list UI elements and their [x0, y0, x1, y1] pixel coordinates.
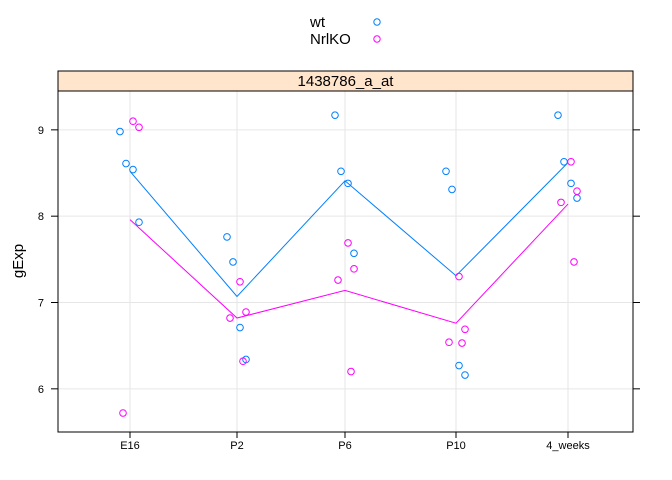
point-nrlko: [455, 272, 463, 281]
point-nrlko: [445, 338, 453, 347]
y-tick-label: 8: [38, 211, 44, 223]
x-tick-label: 4_weeks: [546, 440, 590, 452]
point-nrlko: [570, 258, 578, 266]
x-tick-label: P10: [446, 440, 466, 452]
y-tick-label: 6: [38, 384, 44, 396]
point-nrlko: [226, 314, 234, 322]
point-nrlko: [135, 123, 143, 132]
point-wt: [567, 179, 575, 188]
point-wt: [331, 111, 339, 119]
mean-line-nrlko: [129, 203, 569, 324]
y-tick-label: 9: [38, 125, 44, 137]
point-wt: [554, 111, 562, 119]
point-wt: [122, 159, 130, 168]
legend-marker-wt: [373, 18, 381, 26]
point-nrlko: [344, 239, 352, 247]
point-nrlko: [573, 187, 581, 195]
point-wt: [129, 165, 137, 174]
point-wt: [448, 185, 456, 194]
x-tick-label: E16: [120, 440, 140, 452]
point-nrlko: [458, 339, 466, 347]
panel-title: 1438786_a_at: [298, 73, 395, 90]
point-nrlko: [350, 265, 358, 273]
point-wt: [344, 179, 352, 188]
x-tick-label: P2: [230, 440, 243, 452]
point-wt: [135, 218, 143, 227]
point-nrlko: [334, 276, 342, 284]
point-wt: [461, 371, 469, 379]
y-axis-title: gExp: [10, 244, 27, 278]
legend-label-wt: wt: [309, 14, 326, 31]
grid: [58, 91, 633, 432]
point-nrlko: [461, 325, 469, 334]
point-nrlko: [557, 198, 565, 207]
point-wt: [337, 167, 345, 176]
point-nrlko: [129, 117, 137, 126]
legend: wt NrlKO: [309, 14, 381, 48]
point-wt: [442, 167, 450, 176]
point-wt: [350, 249, 358, 258]
y-tick-label: 7: [38, 298, 44, 310]
legend-marker-nrlko: [373, 35, 381, 43]
point-wt: [223, 233, 231, 241]
x-tick-label: P6: [338, 440, 351, 452]
point-wt: [573, 194, 581, 202]
point-wt: [455, 361, 463, 370]
point-wt: [236, 323, 244, 332]
point-wt: [229, 258, 237, 266]
point-nrlko: [567, 157, 575, 166]
axes: 6 7 8 9 E16 P2 P6 P10 4_weeks: [38, 125, 640, 452]
point-wt: [116, 127, 124, 136]
point-nrlko: [239, 357, 247, 366]
point-nrlko: [236, 277, 244, 286]
mean-line-wt: [129, 162, 569, 298]
data-layer: [116, 111, 581, 417]
point-nrlko: [242, 308, 250, 316]
point-nrlko: [119, 409, 127, 417]
legend-label-nrlko: NrlKO: [310, 31, 351, 48]
point-nrlko: [347, 367, 355, 376]
point-wt: [560, 157, 568, 166]
